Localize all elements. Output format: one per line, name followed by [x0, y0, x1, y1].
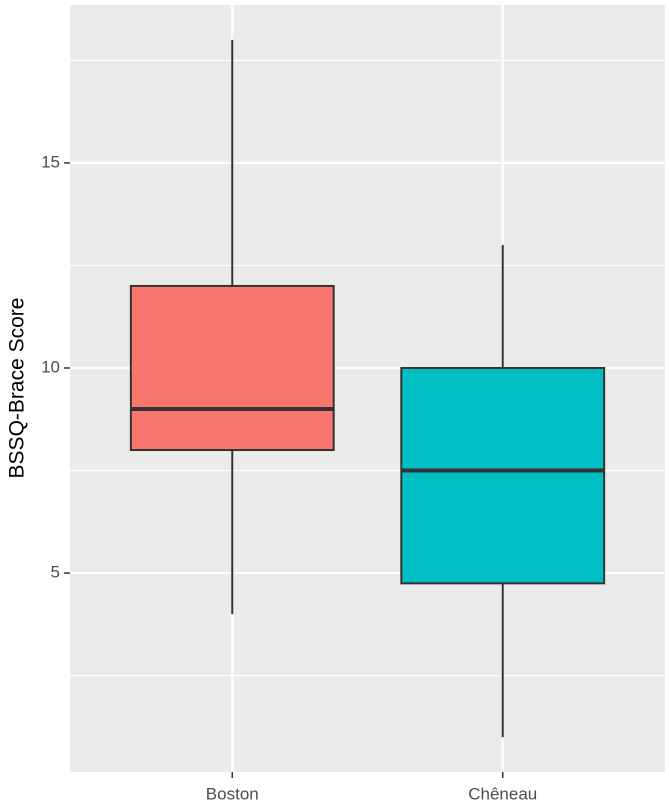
y-tick-label: 5: [51, 563, 60, 582]
x-tick-label: Boston: [206, 784, 259, 803]
y-tick-label: 10: [41, 357, 60, 376]
y-axis-label: BSSQ-Brace Score: [6, 298, 29, 479]
y-tick-label: 15: [41, 152, 60, 171]
box: [400, 366, 606, 585]
box: [129, 284, 335, 452]
x-tick-label: Chêneau: [468, 784, 537, 803]
